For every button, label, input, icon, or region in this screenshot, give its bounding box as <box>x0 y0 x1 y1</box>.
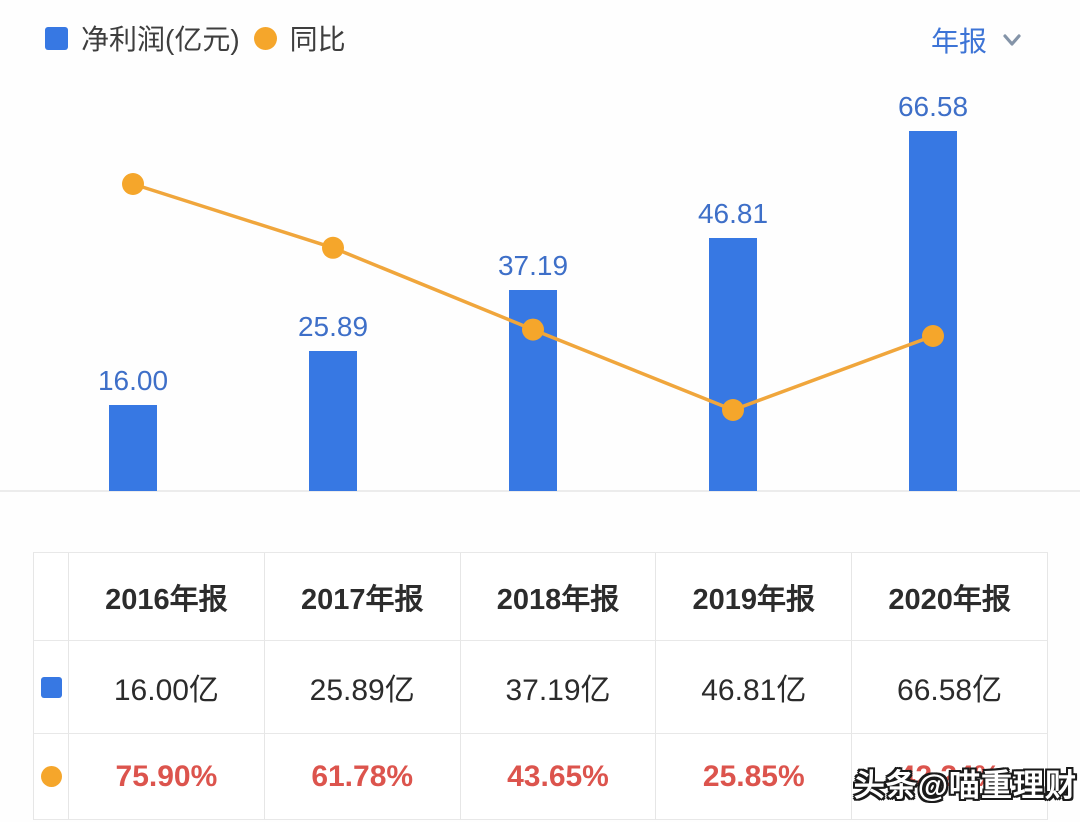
yoy-point-2017年报[interactable] <box>322 236 344 259</box>
report-period-label: 年报 <box>930 26 987 57</box>
yoy-swatch-icon <box>40 766 62 787</box>
bar-2019年报[interactable] <box>709 238 757 491</box>
net-profit-swatch-icon <box>40 676 62 698</box>
legend-item-yoy: 同比 <box>253 18 346 58</box>
table-header-2018: 2018年报 <box>460 553 657 641</box>
bar-value-label-2018年报: 37.19 <box>497 250 569 281</box>
bar-2016年报[interactable] <box>109 405 157 491</box>
table-header-2019: 2019年报 <box>656 553 853 641</box>
yoy-point-2018年报[interactable] <box>522 318 544 341</box>
bar-value-label-2020年报: 66.58 <box>897 91 969 122</box>
net-profit-row-icon-cell <box>34 641 69 734</box>
yoy-legend-label: 同比 <box>289 24 346 55</box>
yoy-point-2020年报[interactable] <box>922 325 944 347</box>
legend-item-net-profit: 净利润(亿元) <box>45 18 240 58</box>
bar-2017年报[interactable] <box>309 351 357 491</box>
net-profit-2020: 66.58亿 <box>852 641 1048 734</box>
net-profit-2016: 16.00亿 <box>69 641 265 734</box>
yoy-2017: 61.78% <box>264 734 461 820</box>
bar-value-label-2017年报: 25.89 <box>297 311 369 342</box>
financials-table: 2016年报 2017年报 2018年报 2019年报 2020年报 16.00… <box>33 552 1048 820</box>
table-header-2020: 2020年报 <box>852 553 1048 641</box>
table-corner-cell <box>34 553 69 641</box>
yoy-2018: 43.65% <box>460 734 657 820</box>
bar-value-label-2019年报: 46.81 <box>697 198 769 229</box>
report-period-dropdown[interactable]: 年报 <box>931 20 1025 60</box>
profit-chart: 16.00 25.89 37.19 46.81 66.58 <box>0 91 1080 492</box>
net-profit-2018: 37.19亿 <box>460 641 657 734</box>
yoy-row-icon-cell <box>34 734 69 820</box>
chevron-down-icon <box>1003 34 1021 46</box>
bar-2020年报[interactable] <box>909 131 957 491</box>
bar-value-label-2016年报: 16.00 <box>97 365 169 396</box>
yoy-2020: 42.24% <box>852 734 1048 820</box>
table-header-2017: 2017年报 <box>264 553 461 641</box>
table-header-2016: 2016年报 <box>69 553 265 641</box>
yoy-swatch-icon <box>253 26 277 50</box>
chart-legend: 净利润(亿元) 同比 <box>45 18 346 58</box>
net-profit-2019: 46.81亿 <box>656 641 853 734</box>
yoy-point-2019年报[interactable] <box>722 399 744 421</box>
net-profit-swatch-icon <box>45 26 68 50</box>
chart-baseline <box>0 490 1080 492</box>
yoy-line-chart <box>122 173 944 421</box>
watermark: 头条@喵重理财 <box>853 768 1077 803</box>
net-profit-2017: 25.89亿 <box>264 641 461 734</box>
yoy-point-2016年报[interactable] <box>122 173 144 195</box>
yoy-2019: 25.85% <box>656 734 853 820</box>
yoy-2016: 75.90% <box>69 734 265 820</box>
net-profit-legend-label: 净利润(亿元) <box>81 24 240 55</box>
